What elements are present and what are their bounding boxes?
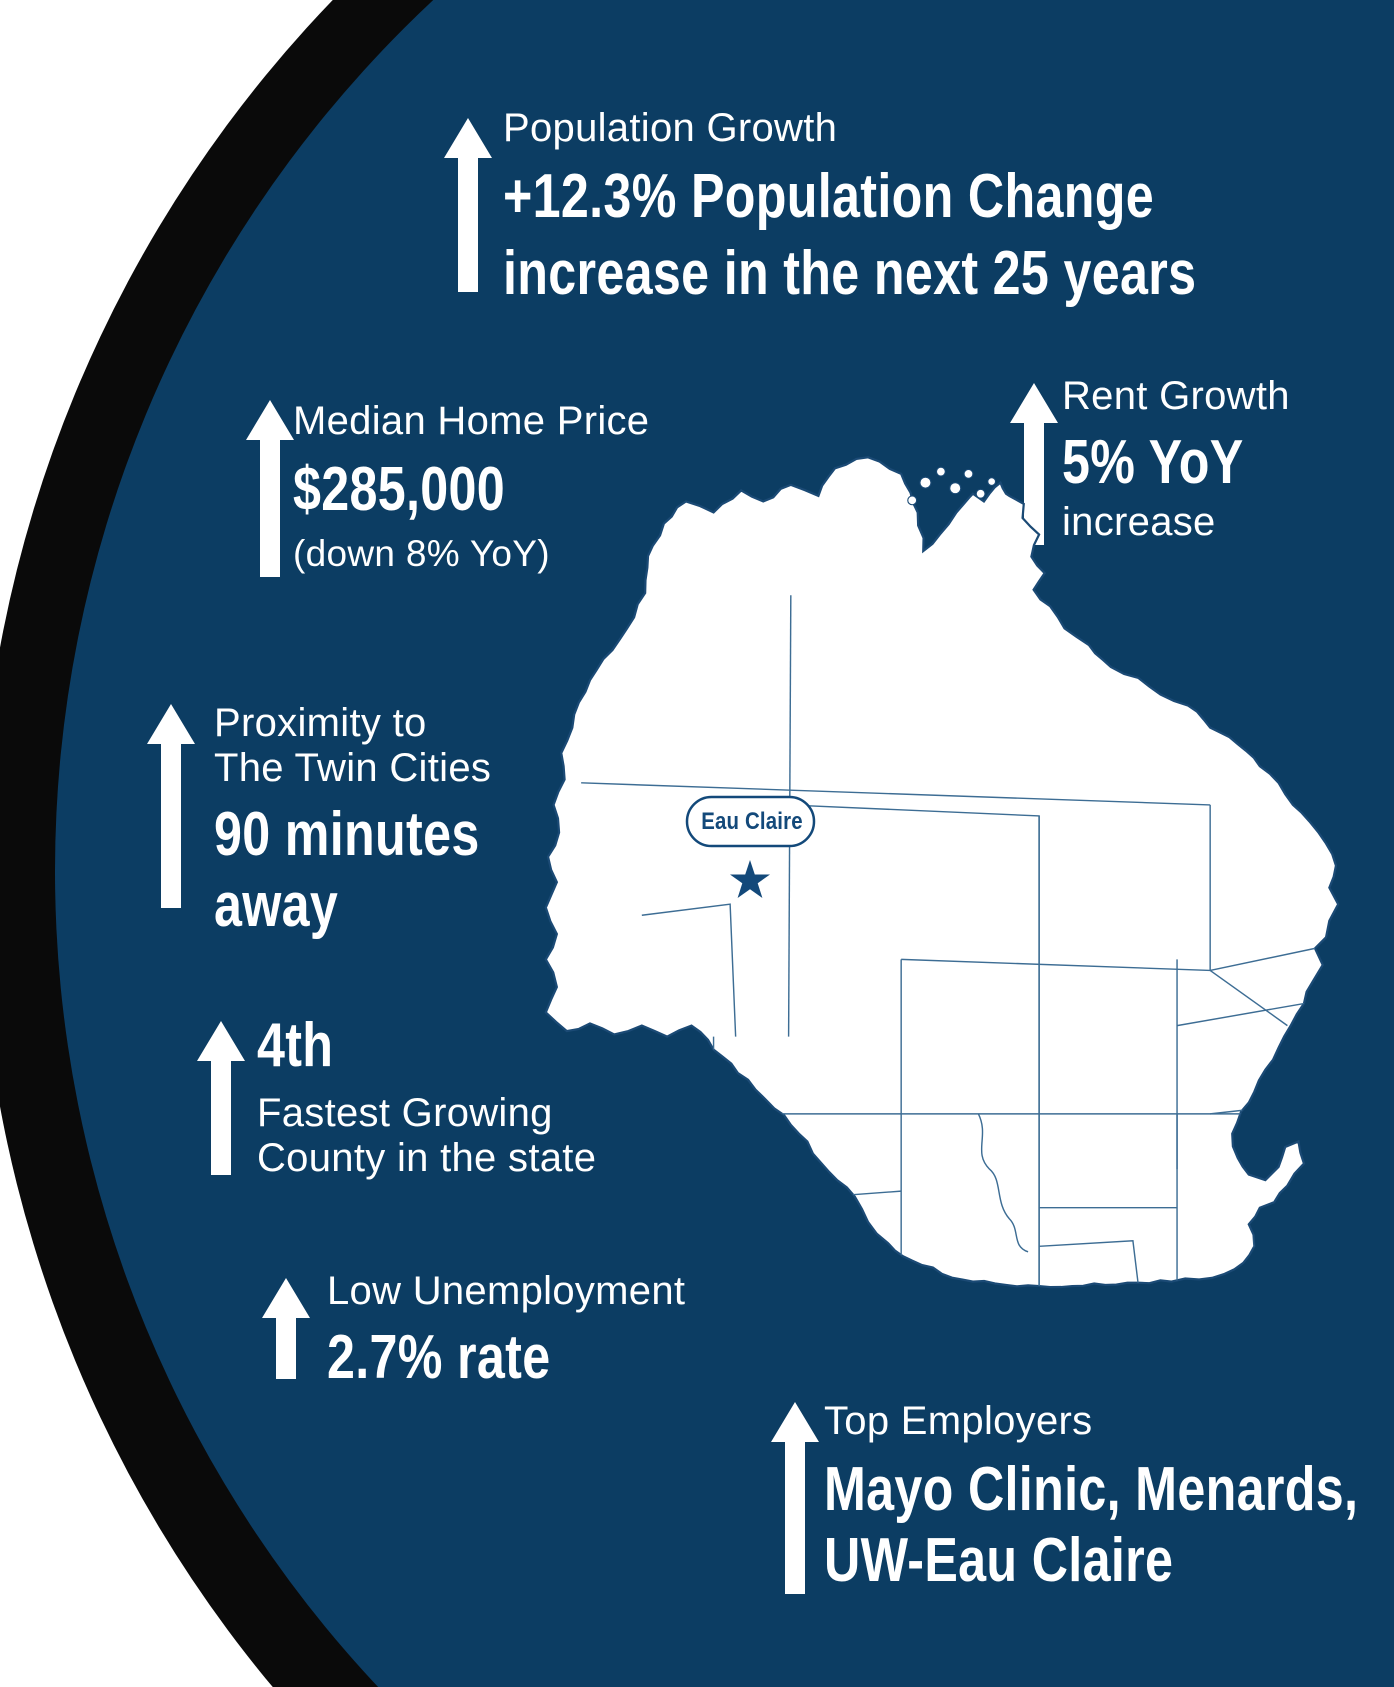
- svg-text:Eau Claire: Eau Claire: [701, 807, 802, 834]
